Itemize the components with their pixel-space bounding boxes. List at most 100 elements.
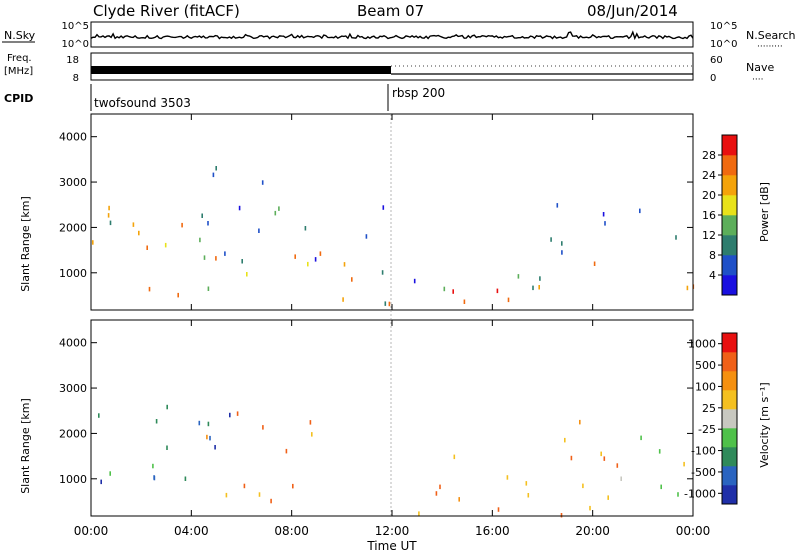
colorbar-segment — [722, 275, 737, 296]
ytick-label: 4000 — [59, 337, 87, 350]
scatter-cell — [258, 492, 261, 497]
scatter-cell — [309, 420, 312, 425]
freq-band-first-half — [91, 66, 391, 74]
scatter-cell — [261, 180, 264, 185]
colorbar-tick-label: -25 — [698, 423, 716, 436]
colorbar-tick-label: 20 — [702, 189, 716, 202]
cpid-label: CPID — [4, 92, 33, 105]
colorbar-tick-label: 16 — [702, 209, 716, 222]
nsearch-label: N.Search — [746, 29, 796, 42]
colorbar-tick-label: 24 — [702, 169, 716, 182]
scatter-cell — [538, 285, 540, 290]
nsearch-tick-top: 10^5 — [710, 21, 737, 32]
scatter-cell — [199, 237, 201, 243]
scatter-cell — [307, 261, 309, 267]
ytick-label: 2000 — [59, 427, 87, 440]
scatter-cell — [236, 411, 239, 416]
scatter-cell — [238, 205, 241, 211]
scatter-cell — [155, 419, 158, 424]
scatter-cell — [435, 491, 438, 496]
scatter-cell — [304, 226, 307, 231]
scatter-cell — [278, 206, 280, 211]
freq-unit-label: [MHz] — [4, 66, 33, 77]
scatter-cell — [343, 262, 346, 267]
scatter-cell — [98, 413, 100, 418]
nsky-panel-frame — [90, 21, 694, 48]
scatter-cell — [675, 235, 677, 240]
scatter-cell — [579, 419, 581, 425]
colorbar-segment — [722, 466, 737, 486]
scatter-cell — [365, 234, 368, 239]
colorbar-tick-label: 12 — [702, 229, 716, 242]
scatter-cell — [342, 297, 344, 302]
xtick-label: 08:00 — [274, 524, 309, 538]
scatter-cell — [146, 245, 148, 250]
scatter-cell — [496, 288, 499, 294]
scatter-cell — [212, 172, 215, 178]
scatter-cell — [274, 210, 277, 216]
scatter-cell — [285, 448, 288, 454]
ytick-label: 1000 — [59, 267, 87, 280]
scatter-cell — [132, 222, 135, 227]
nave-tick-bottom: 0 — [710, 73, 716, 84]
colorbar-tick-label: 100 — [695, 380, 716, 393]
scatter-cell — [683, 461, 685, 467]
scatter-cell — [109, 471, 111, 476]
scatter-cell — [556, 203, 559, 208]
colorbar-segment — [722, 352, 737, 372]
scatter-cell — [198, 420, 201, 426]
scatter-cell — [507, 297, 510, 303]
nsky-trace-line — [90, 30, 694, 41]
scatter-cell — [532, 285, 534, 291]
time-axis: 00:00 04:00 08:00 12:00 16:00 20:00 00:00 — [74, 114, 711, 538]
scatter-cell — [381, 270, 384, 275]
xtick-label: 12:00 — [375, 524, 410, 538]
ytick-label: 2000 — [59, 221, 87, 234]
colorbar-tick-label: 500 — [695, 359, 716, 372]
colorbar-segment — [722, 235, 737, 256]
scatter-cell — [164, 242, 167, 248]
scatter-cell — [388, 301, 391, 307]
scatter-cell — [506, 475, 509, 480]
scatter-cell — [517, 274, 520, 279]
xtick-label: 00:00 — [74, 524, 109, 538]
scatter-cell — [616, 463, 619, 468]
xtick-label: 00:00 — [676, 524, 711, 538]
ytick-label: 1000 — [59, 473, 87, 486]
colorbar-tick-label: -1000 — [684, 487, 716, 500]
scatter-cell — [148, 286, 151, 292]
scatter-cell — [152, 463, 154, 469]
scatter-cell — [294, 254, 296, 259]
scatter-cell — [525, 481, 528, 486]
colorbar-segment — [722, 428, 737, 448]
colorbar-segment — [722, 390, 737, 410]
scatter-cell — [539, 276, 541, 281]
velocity-ylabel: Slant Range [km] — [19, 398, 32, 494]
scatter-cell — [153, 475, 156, 481]
scatter-cell — [246, 272, 248, 277]
ytick-label: 4000 — [59, 131, 87, 144]
scatter-cell — [243, 483, 246, 489]
scatter-cell — [209, 435, 211, 441]
power-yaxis: 1000 2000 3000 4000 — [59, 131, 693, 280]
scatter-cell — [215, 256, 217, 261]
xtick-label: 16:00 — [475, 524, 510, 538]
scatter-cell — [166, 445, 168, 450]
scatter-cell — [229, 412, 231, 418]
cpid-segment-2: rbsp 200 — [392, 86, 445, 100]
scatter-cell — [100, 479, 102, 485]
nave-tick-top: 60 — [710, 55, 723, 66]
station-title: Clyde River (fitACF) — [93, 2, 240, 20]
colorbar-segment — [722, 155, 737, 176]
colorbar-segment — [722, 255, 737, 276]
velocity-yaxis: 1000 2000 3000 4000 — [59, 337, 693, 486]
scatter-cell — [413, 278, 416, 284]
scatter-cell — [258, 228, 260, 233]
colorbar-segment — [722, 215, 737, 236]
nsearch-dots: ········· — [757, 42, 783, 52]
scatter-cell — [452, 289, 454, 294]
scatter-cell — [201, 213, 203, 218]
colorbar-tick-label: -500 — [691, 466, 716, 479]
scatter-cell — [166, 404, 168, 410]
scatter-cell — [382, 205, 385, 210]
